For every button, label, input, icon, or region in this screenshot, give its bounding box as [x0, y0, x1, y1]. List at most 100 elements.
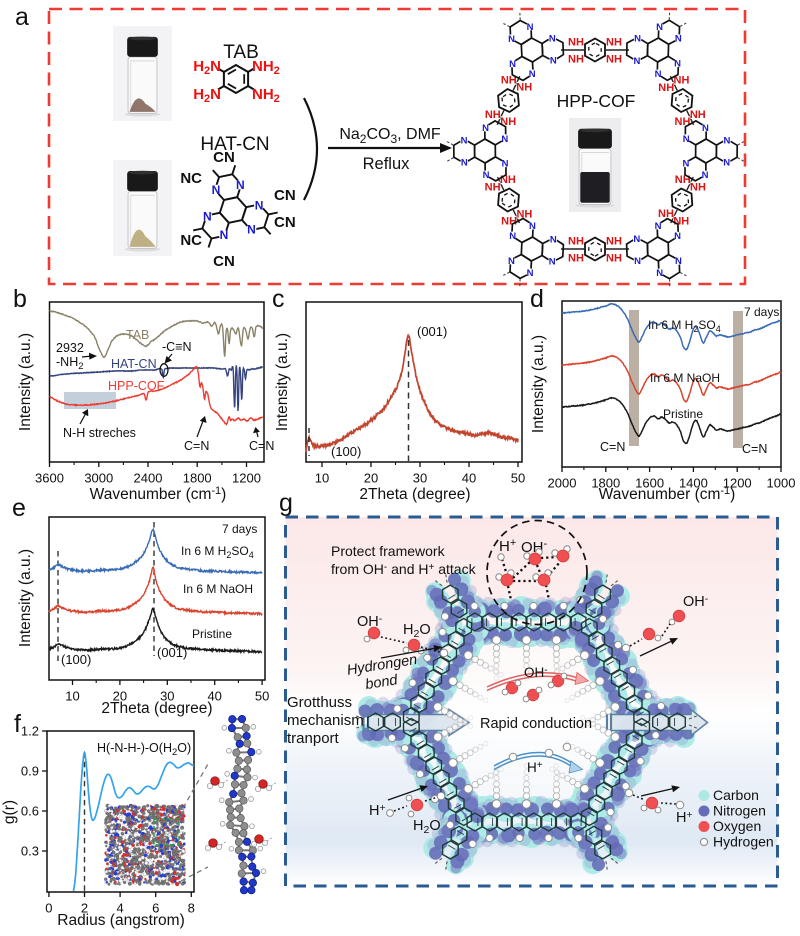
svg-text:1800: 1800: [183, 471, 212, 486]
svg-text:2Theta (degree): 2Theta (degree): [359, 486, 470, 503]
svg-text:0.3: 0.3: [21, 844, 39, 859]
svg-text:In 6 M H2SO4: In 6 M H2SO4: [648, 318, 721, 334]
svg-text:Reflux: Reflux: [363, 155, 411, 173]
svg-text:HAT-CN: HAT-CN: [111, 357, 157, 371]
svg-text:6: 6: [152, 901, 159, 916]
svg-text:N: N: [550, 234, 557, 245]
svg-text:N: N: [723, 158, 730, 169]
svg-text:Wavenumber (cm-1): Wavenumber (cm-1): [599, 485, 736, 503]
svg-text:H2O: H2O: [403, 622, 431, 640]
svg-text:50: 50: [511, 471, 525, 486]
svg-text:NC: NC: [180, 170, 202, 187]
svg-text:NH: NH: [568, 235, 584, 247]
svg-text:(001): (001): [417, 324, 447, 339]
svg-text:NH: NH: [606, 53, 622, 65]
svg-text:2: 2: [81, 901, 88, 916]
svg-text:N: N: [633, 234, 640, 245]
svg-text:Nitrogen: Nitrogen: [713, 803, 766, 819]
svg-text:1800: 1800: [591, 476, 620, 491]
svg-text:N: N: [501, 134, 508, 145]
svg-text:N: N: [656, 268, 663, 279]
svg-text:NH: NH: [568, 36, 584, 48]
svg-text:C=N: C=N: [184, 439, 209, 453]
svg-text:NH: NH: [606, 235, 622, 247]
svg-text:Radius (angstrom): Radius (angstrom): [57, 912, 185, 929]
svg-text:CN: CN: [213, 149, 235, 166]
svg-text:40: 40: [207, 689, 221, 704]
svg-text:N: N: [461, 158, 468, 169]
svg-text:N: N: [247, 222, 256, 236]
svg-text:Oxygen: Oxygen: [713, 818, 761, 834]
svg-text:CN: CN: [213, 253, 235, 270]
svg-text:f: f: [14, 710, 21, 738]
svg-text:7 days: 7 days: [744, 305, 779, 319]
svg-text:Rapid conduction: Rapid conduction: [480, 716, 592, 732]
svg-text:N: N: [549, 257, 556, 268]
svg-text:N: N: [634, 256, 641, 267]
svg-text:N: N: [683, 134, 690, 145]
svg-text:mechanism: mechanism: [287, 712, 364, 729]
svg-text:N: N: [682, 159, 689, 170]
svg-text:7 days: 7 days: [222, 522, 257, 536]
svg-text:N: N: [723, 136, 730, 147]
svg-text:NH: NH: [675, 116, 691, 128]
svg-text:C=N: C=N: [600, 440, 625, 454]
svg-text:N: N: [529, 221, 536, 232]
svg-text:g(r): g(r): [1, 800, 18, 824]
svg-text:N: N: [550, 56, 557, 67]
svg-text:1200: 1200: [723, 476, 752, 491]
svg-text:NH: NH: [516, 82, 532, 94]
svg-text:1000: 1000: [767, 476, 796, 491]
svg-text:30: 30: [160, 689, 174, 704]
svg-text:NH2: NH2: [252, 86, 280, 105]
svg-text:Intensity (a.u.): Intensity (a.u.): [274, 333, 291, 431]
svg-text:N: N: [212, 183, 221, 197]
svg-text:N: N: [527, 268, 534, 279]
svg-text:c: c: [272, 285, 285, 313]
svg-text:2Theta (degree): 2Theta (degree): [101, 700, 212, 717]
svg-text:30: 30: [413, 471, 427, 486]
svg-text:N: N: [508, 34, 515, 45]
svg-text:In 6 M NaOH: In 6 M NaOH: [183, 582, 253, 596]
svg-text:(001): (001): [157, 645, 187, 660]
svg-text:20: 20: [364, 471, 378, 486]
svg-text:N: N: [502, 159, 509, 170]
svg-text:8: 8: [188, 901, 195, 916]
svg-text:N: N: [236, 178, 245, 192]
svg-text:N: N: [483, 170, 490, 181]
svg-text:0.9: 0.9: [21, 764, 39, 779]
svg-text:10: 10: [65, 689, 79, 704]
svg-text:NH: NH: [500, 116, 516, 128]
svg-text:N: N: [675, 256, 682, 267]
svg-text:e: e: [12, 494, 26, 522]
svg-text:4: 4: [116, 901, 123, 916]
svg-text:N: N: [674, 231, 681, 242]
svg-text:NH: NH: [690, 109, 706, 121]
svg-text:HPP-COF: HPP-COF: [108, 379, 165, 393]
svg-text:NH2: NH2: [252, 58, 280, 77]
svg-text:1.2: 1.2: [21, 724, 39, 739]
svg-text:Grotthuss: Grotthuss: [287, 694, 352, 711]
svg-text:N: N: [656, 22, 663, 33]
svg-text:H2O: H2O: [413, 818, 441, 836]
svg-text:Pristine: Pristine: [663, 407, 703, 421]
svg-text:N: N: [220, 228, 229, 242]
svg-text:NH: NH: [568, 53, 584, 65]
svg-text:Intensity (a.u.): Intensity (a.u.): [17, 549, 34, 647]
svg-text:-NH2: -NH2: [56, 355, 84, 372]
svg-text:NH: NH: [485, 109, 501, 121]
svg-text:In 6 M NaOH: In 6 M NaOH: [650, 371, 720, 385]
svg-text:1600: 1600: [635, 476, 664, 491]
svg-text:50: 50: [255, 689, 269, 704]
svg-text:N: N: [634, 34, 641, 45]
svg-text:Intensity (a.u.): Intensity (a.u.): [530, 335, 547, 433]
svg-text:N: N: [255, 199, 264, 213]
svg-text:Carbon: Carbon: [713, 787, 759, 803]
svg-text:C=N: C=N: [742, 442, 767, 456]
svg-text:3000: 3000: [84, 471, 113, 486]
svg-text:NH: NH: [673, 216, 689, 228]
svg-text:NH: NH: [485, 181, 501, 193]
svg-text:0: 0: [45, 901, 52, 916]
svg-text:NH: NH: [568, 252, 584, 264]
svg-text:CN: CN: [274, 214, 296, 231]
